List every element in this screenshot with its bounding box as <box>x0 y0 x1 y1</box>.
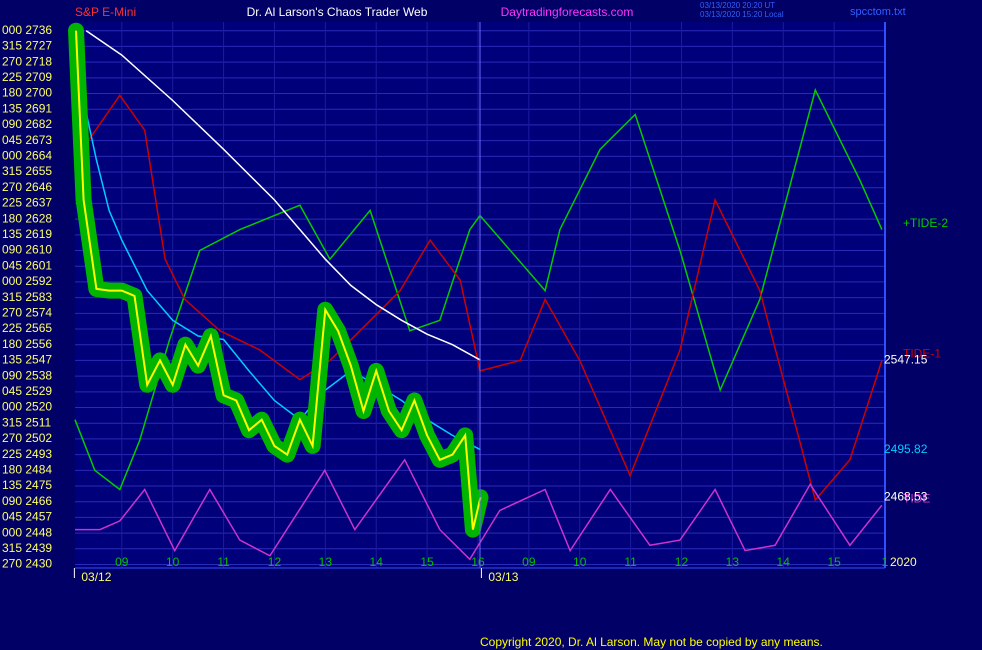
instrument: S&P E-Mini <box>75 5 136 19</box>
value-label: 2495.82 <box>884 442 928 456</box>
y-tick-label: 090 2466 <box>2 494 52 508</box>
y-tick-label: 045 2457 <box>2 510 52 524</box>
value-label: 2547.15 <box>884 352 928 366</box>
y-tick-label: 135 2691 <box>2 101 52 115</box>
date-label: 03/12 <box>81 570 111 584</box>
y-tick-label: 000 2592 <box>2 274 52 288</box>
y-tick-label: 180 2700 <box>2 86 52 100</box>
y-tick-label: 090 2538 <box>2 368 52 382</box>
date-label: 03/13 <box>488 570 518 584</box>
y-tick-label: 135 2547 <box>2 353 52 367</box>
y-tick-label: 180 2556 <box>2 337 52 351</box>
x-tick-label: 10 <box>573 555 587 569</box>
y-tick-label: 045 2673 <box>2 133 52 147</box>
y-tick-label: 000 2520 <box>2 400 52 414</box>
y-tick-label: 000 2736 <box>2 23 52 37</box>
value-label: 2468.53 <box>884 489 928 503</box>
x-tick-label: 09 <box>522 555 536 569</box>
x-tick-label: 15 <box>420 555 434 569</box>
y-tick-label: 045 2601 <box>2 258 52 272</box>
y-tick-label: 225 2637 <box>2 196 52 210</box>
y-tick-label: 225 2493 <box>2 447 52 461</box>
y-tick-label: 315 2655 <box>2 164 52 178</box>
series-line <box>74 93 883 502</box>
chart-title: Dr. Al Larson's Chaos Trader Web <box>247 5 428 19</box>
y-tick-label: 315 2511 <box>2 415 51 429</box>
x-tick-label: 11 <box>624 555 637 569</box>
x-tick-label: 11 <box>217 555 230 569</box>
y-tick-label: 270 2502 <box>2 431 52 445</box>
x-tick-label: 15 <box>827 555 841 569</box>
series-line <box>85 30 481 361</box>
legend-label: TIDE <box>903 491 930 505</box>
x-tick-label: 12 <box>675 555 689 569</box>
y-tick-label: 090 2610 <box>2 243 52 257</box>
site: Daytradingforecasts.com <box>501 5 634 19</box>
year-label: 2020 <box>890 555 917 569</box>
y-tick-label: 315 2583 <box>2 290 52 304</box>
series-line <box>75 30 481 451</box>
legend-label: TIDE-1 <box>903 347 941 361</box>
y-tick-label: 315 2439 <box>2 541 52 555</box>
timestamp: 03/13/2020 20:20 UT <box>700 1 775 10</box>
y-tick-label: 000 2664 <box>2 148 52 162</box>
y-tick-label: 270 2574 <box>2 305 52 319</box>
series-line <box>75 458 883 561</box>
y-tick-label: 135 2619 <box>2 227 52 241</box>
lines <box>68 22 883 561</box>
x-tick-label: 10 <box>166 555 180 569</box>
legend-label: +TIDE-2 <box>903 216 948 230</box>
y-tick-label: 225 2709 <box>2 70 52 84</box>
y-tick-label: 270 2430 <box>2 557 52 571</box>
x-tick-label: 09 <box>115 555 129 569</box>
x-tick-label: 13 <box>319 555 333 569</box>
y-tick-label: 180 2628 <box>2 211 52 225</box>
y-tick-label: 315 2727 <box>2 39 52 53</box>
x-tick-label: 1 <box>882 555 889 569</box>
y-tick-label: 090 2682 <box>2 117 52 131</box>
series-line <box>75 30 482 530</box>
y-tick-label: 000 2448 <box>2 525 52 539</box>
y-tick-label: 270 2646 <box>2 180 52 194</box>
timestamp: 03/13/2020 15:20 Local <box>700 10 784 19</box>
x-tick-label: 13 <box>726 555 740 569</box>
y-tick-label: 270 2718 <box>2 54 52 68</box>
x-tick-label: 12 <box>268 555 282 569</box>
x-tick-label: 14 <box>777 555 791 569</box>
file-name: spcctom.txt <box>850 6 906 18</box>
x-tick-label: 16 <box>471 555 485 569</box>
copyright: Copyright 2020, Dr. Al Larson. May not b… <box>480 635 823 649</box>
y-tick-label: 225 2565 <box>2 321 52 335</box>
y-tick-label: 045 2529 <box>2 384 52 398</box>
y-tick-label: 135 2475 <box>2 478 52 492</box>
y-tick-label: 180 2484 <box>2 462 52 476</box>
x-tick-label: 14 <box>370 555 384 569</box>
